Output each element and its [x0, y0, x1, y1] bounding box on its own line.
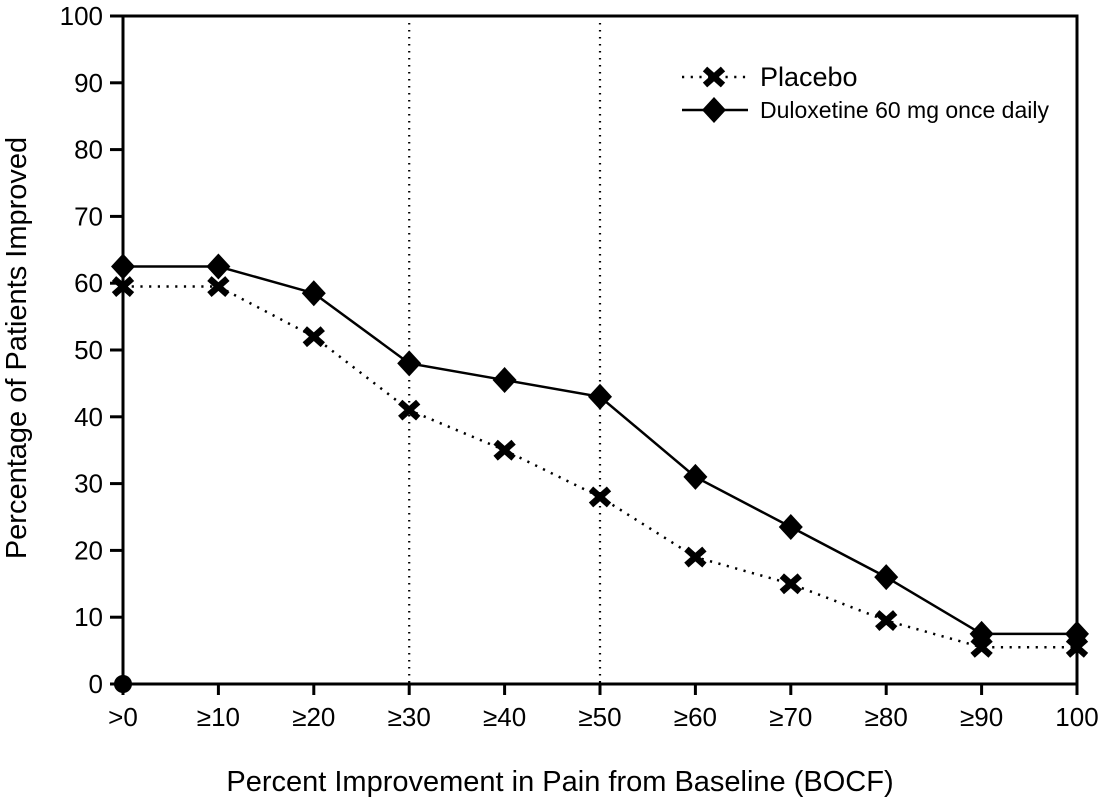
reference-lines [408, 16, 602, 684]
x-tick-label: ≥60 [674, 702, 717, 732]
y-tick-label: 50 [74, 335, 103, 365]
y-axis-title: Percentage of Patients Improved [1, 137, 33, 559]
series-0-marker [493, 439, 516, 461]
x-tick-label: ≥30 [388, 702, 431, 732]
origin-point-marker [114, 675, 132, 693]
series-0-marker [970, 636, 993, 658]
x-tick-label: ≥80 [865, 702, 908, 732]
series-0-marker [779, 573, 802, 595]
legend-markers [682, 66, 748, 123]
legend: Placebo Duloxetine 60 mg once daily [682, 62, 1049, 123]
y-tick-label: 0 [89, 669, 103, 699]
x-axis-title: Percent Improvement in Pain from Baselin… [226, 766, 893, 798]
series-1-marker [969, 620, 994, 647]
legend-label-placebo: Placebo [760, 62, 858, 92]
legend-diamond-icon [702, 97, 726, 123]
series-0-marker [875, 610, 898, 631]
y-tick-label: 60 [74, 268, 103, 298]
series-1-marker [492, 367, 517, 394]
x-tick-label: ≥20 [292, 702, 335, 732]
y-tick-label: 70 [74, 201, 103, 231]
series-0-marker [398, 399, 421, 421]
x-tick-label: ≥90 [960, 702, 1003, 732]
series-0-marker [684, 546, 707, 568]
series-1-marker [778, 514, 803, 541]
axes: 0 10 20 30 40 50 60 70 80 90 100 >0 ≥10 ≥20 ≥30 ≥40 ≥50 ≥… [60, 1, 1099, 732]
x-tick-label: ≥40 [483, 702, 526, 732]
y-tick-label: 90 [74, 68, 103, 98]
x-tick-label: >0 [108, 702, 138, 732]
series-1-marker [588, 383, 612, 410]
x-tick-label: ≥50 [578, 702, 621, 732]
series-1-marker [397, 350, 422, 377]
series-0-marker [588, 486, 612, 508]
x-tick-label: ≥70 [769, 702, 812, 732]
series-1-marker [206, 253, 231, 280]
series-0-marker [207, 276, 230, 297]
series-1-marker [1065, 620, 1089, 647]
data-series [111, 253, 1089, 693]
y-tick-label: 100 [60, 1, 103, 31]
series-0-marker [302, 326, 325, 348]
y-tick-label: 20 [74, 535, 103, 565]
x-tick-label: ≥10 [197, 702, 240, 732]
y-tick-label: 40 [74, 402, 103, 432]
series-1-marker [874, 564, 899, 591]
y-tick-label: 30 [74, 469, 103, 499]
series-1-marker [111, 253, 135, 280]
series-1-marker [683, 463, 708, 490]
y-tick-label: 80 [74, 135, 103, 165]
x-tick-label: 100 [1055, 702, 1098, 732]
series-0-marker [111, 276, 135, 297]
legend-label-duloxetine: Duloxetine 60 mg once daily [760, 97, 1049, 123]
legend-x-icon [702, 66, 726, 88]
series-0-marker [1065, 636, 1089, 658]
series-line-0 [123, 285, 1077, 649]
y-tick-label: 10 [74, 602, 103, 632]
series-1-marker [301, 280, 326, 307]
